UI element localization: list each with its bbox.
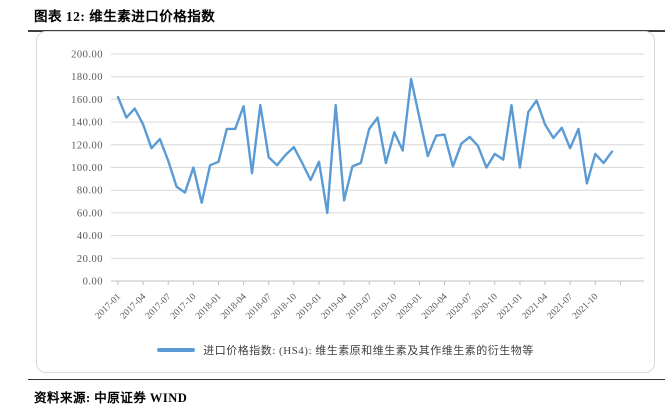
svg-text:20.00: 20.00: [77, 254, 103, 265]
svg-text:2021-07: 2021-07: [546, 292, 576, 322]
svg-text:2020-01: 2020-01: [395, 292, 425, 322]
svg-text:2020-04: 2020-04: [420, 292, 450, 322]
line-chart-canvas: 0.00 20.00 40.00 60.00 80.00 100.00 120.00 140.…: [71, 50, 644, 322]
svg-text:2019-01: 2019-01: [295, 292, 325, 322]
svg-text:2021-04: 2021-04: [521, 292, 551, 322]
svg-text:140.00: 140.00: [71, 118, 103, 129]
svg-text:200.00: 200.00: [71, 50, 103, 61]
svg-text:0.00: 0.00: [83, 277, 103, 288]
svg-text:2019-04: 2019-04: [320, 292, 350, 322]
svg-text:2017-10: 2017-10: [169, 292, 199, 322]
chart-frame: 0.00 20.00 40.00 60.00 80.00 100.00 120.00 140.…: [36, 31, 655, 373]
svg-text:160.00: 160.00: [71, 95, 103, 106]
svg-text:120.00: 120.00: [71, 140, 103, 151]
svg-text:2020-07: 2020-07: [445, 292, 475, 322]
svg-text:180.00: 180.00: [71, 72, 103, 83]
svg-text:2019-07: 2019-07: [345, 292, 375, 322]
svg-text:100.00: 100.00: [71, 163, 103, 174]
svg-text:2018-07: 2018-07: [244, 292, 274, 322]
svg-text:2018-04: 2018-04: [219, 292, 249, 322]
svg-text:80.00: 80.00: [77, 186, 103, 197]
legend-label: 进口价格指数: (HS4): 维生素原和维生素及其作维生素的衍生物等: [203, 345, 534, 357]
legend: 进口价格指数: (HS4): 维生素原和维生素及其作维生素的衍生物等: [37, 342, 654, 358]
svg-text:2021-10: 2021-10: [571, 292, 601, 322]
legend-line-icon: [157, 348, 196, 352]
chart-title: 图表 12: 维生素进口价格指数: [28, 5, 665, 32]
svg-text:2018-01: 2018-01: [194, 292, 224, 322]
svg-text:2021-01: 2021-01: [496, 292, 526, 322]
svg-text:2018-10: 2018-10: [269, 292, 299, 322]
svg-text:2019-10: 2019-10: [370, 292, 400, 322]
svg-text:2017-07: 2017-07: [144, 292, 174, 322]
source-note: 资料来源: 中原证券 WIND: [28, 379, 665, 406]
svg-text:40.00: 40.00: [77, 231, 103, 242]
svg-text:2020-10: 2020-10: [470, 292, 500, 322]
svg-text:60.00: 60.00: [77, 208, 103, 219]
svg-text:2017-01: 2017-01: [94, 292, 124, 322]
svg-text:2017-04: 2017-04: [119, 292, 149, 322]
